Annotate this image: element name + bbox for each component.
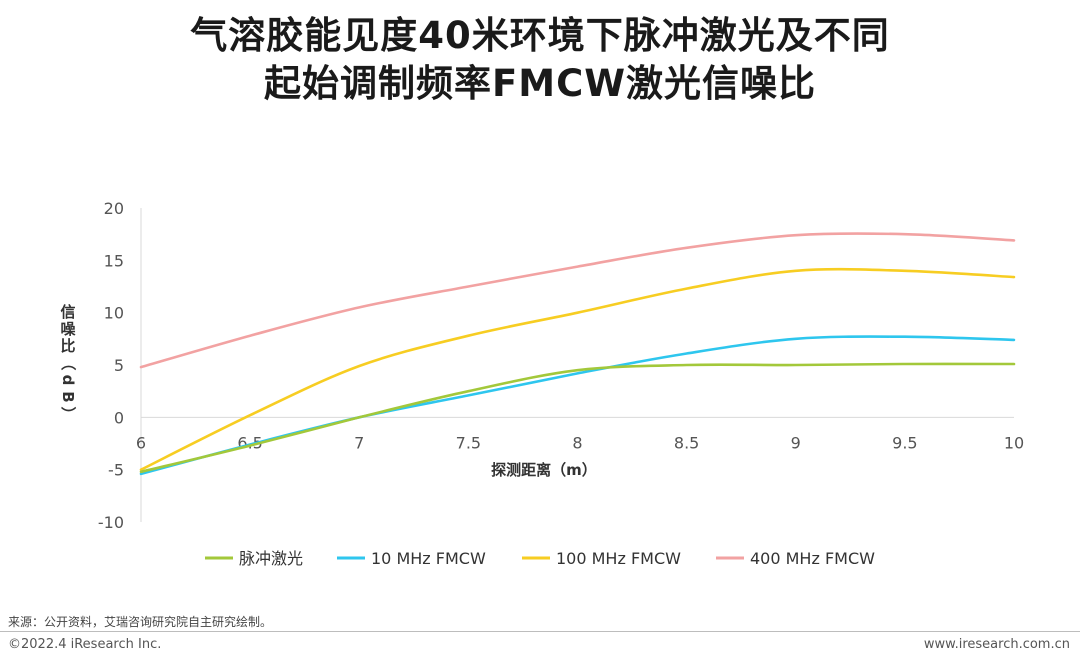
x-tick-labels: 6 6.5 7 7.5 8 8.5 9 9.5 10 <box>136 433 1024 452</box>
copyright-text: ©2022.4 iResearch Inc. <box>8 637 162 652</box>
y-tick-labels: 20 15 10 5 0 -5 -10 <box>98 199 124 532</box>
y-axis-label-char: 比 <box>60 337 75 355</box>
x-tick-label: 7.5 <box>456 433 481 452</box>
x-axis-label: 探测距离（m） <box>491 461 597 479</box>
footer-divider <box>0 631 1080 632</box>
y-tick-label: 10 <box>104 304 124 323</box>
y-tick-label: 5 <box>114 356 124 375</box>
y-axis-label: 信噪比（ dB ） <box>59 303 77 422</box>
legend: 脉冲激光 10 MHz FMCW 100 MHz FMCW 400 MHz FMCW <box>205 549 875 568</box>
x-tick-label: 8.5 <box>674 433 699 452</box>
x-tick-label: 7 <box>354 433 364 452</box>
y-axis-label-char: d <box>59 375 77 386</box>
y-tick-label: 15 <box>104 251 124 270</box>
x-tick-label: 8 <box>572 433 582 452</box>
y-axis-label-char: B <box>59 391 77 402</box>
x-tick-label: 10 <box>1004 433 1024 452</box>
y-axis-label-char: （ <box>59 355 77 370</box>
y-tick-label: 20 <box>104 199 124 218</box>
series-line <box>139 232 1016 369</box>
source-note: 来源：公开资料，艾瑞咨询研究院自主研究绘制。 <box>8 615 273 629</box>
chart-title: 气溶胶能见度40米环境下脉冲激光及不同 起始调制频率FMCW激光信噪比 <box>0 12 1080 108</box>
y-tick-label: -5 <box>108 461 124 480</box>
x-tick-label: 6 <box>136 433 146 452</box>
legend-label: 400 MHz FMCW <box>750 549 875 568</box>
x-tick-label: 9 <box>791 433 801 452</box>
website-link[interactable]: www.iresearch.com.cn <box>923 637 1070 652</box>
y-axis-label-char: 噪 <box>60 320 76 338</box>
y-tick-label: 0 <box>114 408 124 427</box>
series-line <box>139 362 1016 474</box>
legend-label: 脉冲激光 <box>239 549 303 568</box>
series-line <box>139 267 1016 471</box>
series-lines <box>139 232 1016 476</box>
y-axis-label-char: ） <box>59 406 77 421</box>
x-tick-label: 9.5 <box>892 433 917 452</box>
legend-label: 100 MHz FMCW <box>556 549 681 568</box>
chart-title-line1: 气溶胶能见度40米环境下脉冲激光及不同 <box>190 14 890 57</box>
y-tick-label: -10 <box>98 513 124 532</box>
y-axis-label-char: 信 <box>60 303 75 321</box>
chart-title-line2: 起始调制频率FMCW激光信噪比 <box>263 62 817 105</box>
legend-label: 10 MHz FMCW <box>371 549 486 568</box>
